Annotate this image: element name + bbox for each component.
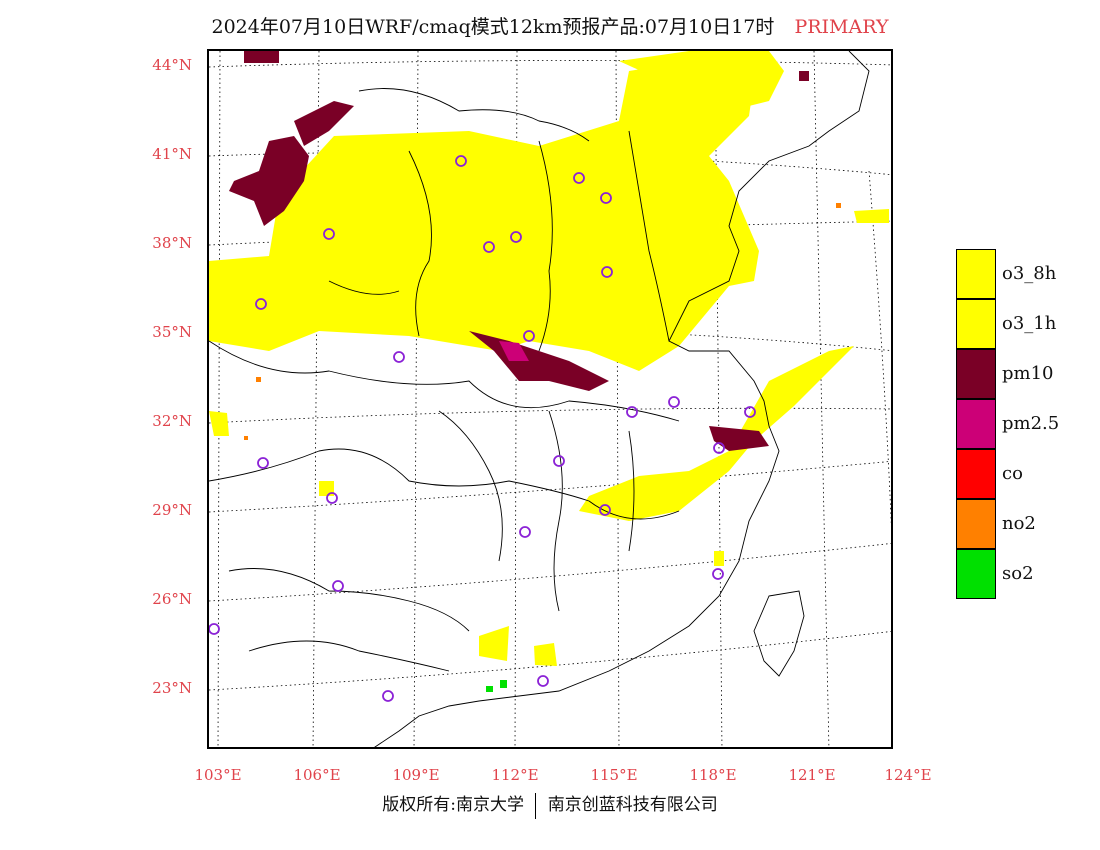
map-frame (207, 49, 893, 749)
map-canvas (209, 51, 891, 747)
so2-points (486, 680, 507, 692)
legend-label: o3_1h (1002, 313, 1057, 334)
map-title: 2024年07月10日WRF/cmaq模式12km预报产品:07月10日17时 … (0, 12, 1100, 39)
lon-label-115: 115°E (590, 766, 638, 784)
legend-swatch (956, 249, 996, 299)
lat-label-32: 32°N (152, 412, 192, 430)
primary-tag: PRIMARY (794, 16, 889, 38)
legend-swatch (956, 499, 996, 549)
lat-label-44: 44°N (152, 56, 192, 74)
copyright-left: 版权所有:南京大学 (382, 795, 524, 815)
lat-label-38: 38°N (152, 234, 192, 252)
footer-divider (535, 792, 537, 819)
legend-swatch (956, 549, 996, 599)
lon-label-112: 112°E (491, 766, 539, 784)
legend-label: so2 (1002, 563, 1034, 584)
legend-label: co (1002, 463, 1023, 484)
lat-label-29: 29°N (152, 501, 192, 519)
copyright-right: 南京创蓝科技有限公司 (547, 795, 718, 815)
lat-label-41: 41°N (152, 145, 192, 163)
no2-points (244, 203, 841, 440)
station-markers (209, 155, 756, 702)
ozone-region (209, 51, 889, 666)
lon-label-106: 106°E (293, 766, 341, 784)
legend-swatch (956, 349, 996, 399)
lat-label-35: 35°N (152, 323, 192, 341)
legend-swatch (956, 399, 996, 449)
pm25-region (499, 341, 529, 361)
lat-label-26: 26°N (152, 590, 192, 608)
lon-label-109: 109°E (392, 766, 440, 784)
legend-label: pm10 (1002, 363, 1054, 384)
lon-label-121: 121°E (788, 766, 836, 784)
lon-label-124: 124°E (884, 766, 932, 784)
legend-label: no2 (1002, 513, 1036, 534)
legend-swatch (956, 449, 996, 499)
lon-label-103: 103°E (194, 766, 242, 784)
lon-label-118: 118°E (689, 766, 737, 784)
legend-swatch (956, 299, 996, 349)
lat-label-23: 23°N (152, 679, 192, 697)
copyright-footer: 版权所有:南京大学 南京创蓝科技有限公司 (0, 790, 1100, 819)
boundaries (209, 51, 870, 747)
title-text: 2024年07月10日WRF/cmaq模式12km预报产品:07月10日17时 (211, 16, 775, 38)
legend-label: o3_8h (1002, 263, 1057, 284)
legend-label: pm2.5 (1002, 413, 1060, 434)
